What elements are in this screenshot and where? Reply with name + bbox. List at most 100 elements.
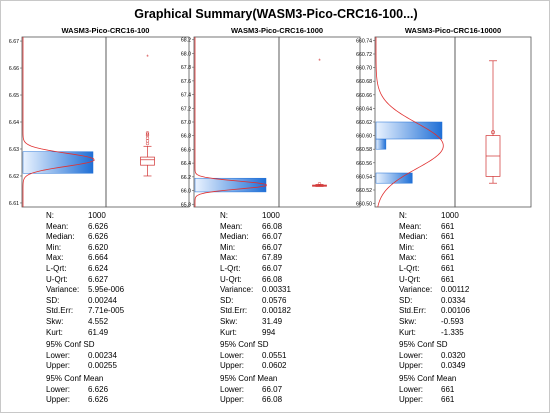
stat-row: N: 1000 bbox=[399, 211, 514, 222]
stat-label: Max: bbox=[399, 253, 417, 263]
panel-title: WASM3-Pico-CRC16-10000 bbox=[405, 26, 501, 35]
stat-value: 66.07 bbox=[262, 242, 283, 252]
stat-value: -0.593 bbox=[441, 316, 464, 326]
stat-label: L-Qrt: bbox=[220, 263, 241, 273]
stat-value: 66.08 bbox=[262, 221, 283, 231]
stat-label: Kurt: bbox=[399, 327, 416, 337]
stat-value: 661 bbox=[441, 232, 455, 242]
y-tick-label: 660.66 bbox=[356, 93, 372, 99]
stat-value: 0.0320 bbox=[441, 350, 466, 360]
stat-row: U-Qrt: 66.08 bbox=[220, 275, 335, 286]
stat-label: Kurt: bbox=[46, 327, 63, 337]
stat-value: 661 bbox=[441, 221, 455, 231]
stat-label: Std.Err: bbox=[46, 306, 74, 316]
boxplot-frame bbox=[278, 36, 361, 208]
boxplot-frame bbox=[454, 36, 532, 208]
y-tick-label: 66.6 bbox=[181, 147, 191, 153]
y-tick-label: 660.68 bbox=[356, 79, 372, 85]
y-tick-label: 66.8 bbox=[181, 134, 191, 140]
y-tick-label: 6.62 bbox=[9, 174, 19, 180]
stat-value: 1000 bbox=[441, 211, 459, 220]
stat-value: 6.664 bbox=[88, 253, 109, 263]
stat-value: 0.00112 bbox=[441, 285, 470, 295]
stat-row: Median: 6.626 bbox=[46, 232, 161, 243]
stat-label: Mean: bbox=[220, 221, 243, 231]
stat-row: Max: 661 bbox=[399, 253, 514, 264]
stats-section-title: 95% Conf SD bbox=[46, 340, 95, 350]
stat-label: U-Qrt: bbox=[399, 274, 421, 284]
stat-label: Lower: bbox=[46, 384, 71, 394]
stat-label: Min: bbox=[220, 242, 236, 252]
stat-row: L-Qrt: 661 bbox=[399, 264, 514, 275]
y-tick-label: 660.60 bbox=[356, 134, 372, 140]
stat-value: 7.71e-005 bbox=[88, 306, 125, 316]
stat-value: 31.49 bbox=[262, 316, 283, 326]
stat-row: U-Qrt: 661 bbox=[399, 275, 514, 286]
stat-row: Lower: 661 bbox=[399, 385, 514, 396]
stat-row: Upper: 0.00255 bbox=[46, 361, 161, 372]
stat-label: Mean: bbox=[46, 221, 69, 231]
y-tick-label: 68.0 bbox=[181, 51, 191, 57]
summary-title: Graphical Summary(WASM3-Pico-CRC16-100..… bbox=[134, 7, 418, 21]
y-tick-label: 660.52 bbox=[356, 188, 372, 194]
y-tick-label: 6.61 bbox=[9, 201, 19, 207]
y-tick-label: 67.4 bbox=[181, 93, 191, 99]
stat-value: 0.0551 bbox=[262, 350, 287, 360]
stat-label: Median: bbox=[220, 232, 249, 242]
chart-panel: WASM3-Pico-CRC16-10000 660.50 660.52 660.54… bbox=[356, 26, 532, 208]
stat-row: Skw: -0.593 bbox=[399, 317, 514, 328]
y-tick-label: 660.50 bbox=[356, 202, 372, 208]
stat-label: Skw: bbox=[399, 316, 417, 326]
outlier-point bbox=[145, 141, 150, 146]
stat-value: -1.335 bbox=[441, 327, 464, 337]
y-tick-label: 6.67 bbox=[9, 39, 19, 45]
stat-label: Upper: bbox=[399, 361, 424, 371]
stat-label: Upper: bbox=[46, 361, 71, 371]
stat-value: 66.07 bbox=[262, 232, 283, 242]
y-tick-label: 6.66 bbox=[9, 66, 19, 72]
stat-row: Mean: 66.08 bbox=[220, 222, 335, 233]
stat-value: 0.0576 bbox=[262, 295, 287, 305]
y-tick-label: 660.70 bbox=[356, 66, 372, 72]
stat-value: 4.552 bbox=[88, 316, 109, 326]
stats-block: N: 1000 Mean: 66.08 Median: 66.07 Min: 66.07 Max… bbox=[220, 211, 335, 406]
stat-row: Mean: 6.626 bbox=[46, 222, 161, 233]
stat-row: Upper: 0.0349 bbox=[399, 361, 514, 372]
stat-row: Variance: 5.95e-006 bbox=[46, 285, 161, 296]
y-tick-label: 660.64 bbox=[356, 106, 372, 112]
y-tick-label: 6.65 bbox=[9, 93, 19, 99]
stat-row: Median: 661 bbox=[399, 232, 514, 243]
y-tick-label: 68.2 bbox=[181, 38, 191, 44]
stat-row: Kurt: 61.49 bbox=[46, 328, 161, 339]
stat-row: Mean: 661 bbox=[399, 222, 514, 233]
stat-value: 6.626 bbox=[88, 395, 109, 405]
stat-label: Median: bbox=[46, 232, 75, 242]
stat-value: 661 bbox=[441, 395, 455, 405]
stats-section-title: 95% Conf Mean bbox=[46, 373, 104, 383]
chart-panel: WASM3-Pico-CRC16-1000 65.8 66.0 66.2 66.4 66.… bbox=[181, 26, 361, 208]
stat-label: Mean: bbox=[399, 221, 422, 231]
y-tick-label: 67.0 bbox=[181, 120, 191, 126]
outlier-point bbox=[145, 139, 150, 143]
stat-label: U-Qrt: bbox=[220, 274, 242, 284]
stat-label: N: bbox=[399, 211, 407, 220]
stat-value: 6.620 bbox=[88, 242, 109, 252]
stat-label: Variance: bbox=[46, 285, 80, 295]
stat-value: 6.626 bbox=[88, 384, 109, 394]
stat-row: Upper: 6.626 bbox=[46, 395, 161, 406]
stat-label: Max: bbox=[46, 253, 64, 263]
stat-label: Upper: bbox=[46, 395, 71, 405]
box-iqr bbox=[140, 156, 155, 166]
stat-value: 61.49 bbox=[88, 327, 109, 337]
stat-row: Lower: 66.07 bbox=[220, 385, 335, 396]
stat-row: Min: 6.620 bbox=[46, 243, 161, 254]
stat-label: Lower: bbox=[46, 350, 71, 360]
stat-row: Std.Err: 7.71e-005 bbox=[46, 306, 161, 317]
stat-row: SD: 0.00244 bbox=[46, 296, 161, 307]
stat-row: U-Qrt: 6.627 bbox=[46, 275, 161, 286]
stat-row: Median: 66.07 bbox=[220, 232, 335, 243]
stat-row: SD: 0.0334 bbox=[399, 296, 514, 307]
stat-value: 6.626 bbox=[88, 232, 109, 242]
stat-label: Skw: bbox=[46, 316, 64, 326]
